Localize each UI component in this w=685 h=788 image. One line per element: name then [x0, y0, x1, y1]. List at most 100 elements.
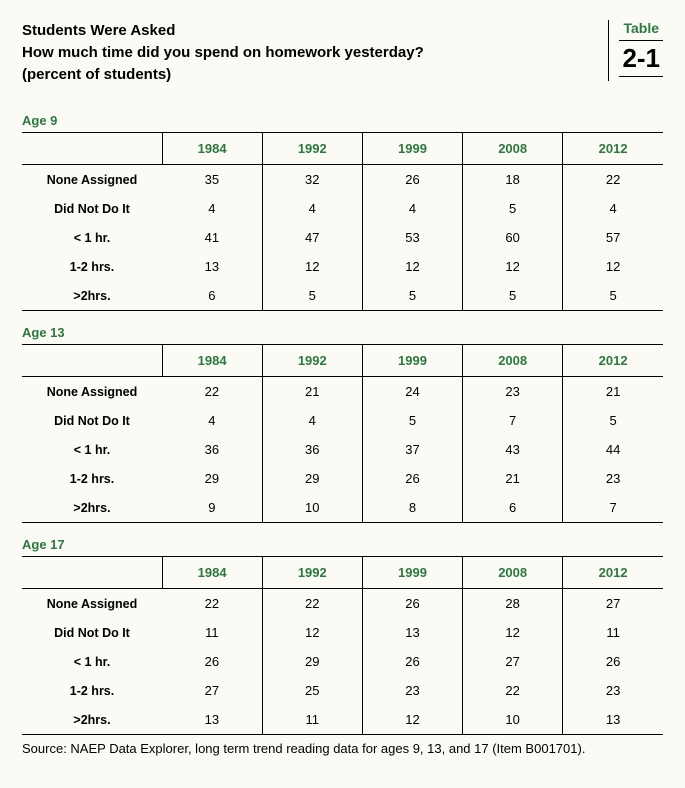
cell: 35 — [162, 165, 262, 195]
cell: 13 — [563, 705, 663, 735]
cell: 27 — [463, 647, 563, 676]
cell: 60 — [463, 223, 563, 252]
cell: 26 — [362, 165, 462, 195]
section-title: Age 17 — [22, 537, 663, 552]
cell: 4 — [262, 406, 362, 435]
cell: 21 — [563, 377, 663, 407]
cell: 7 — [463, 406, 563, 435]
cell: 41 — [162, 223, 262, 252]
table-row: >2hrs.65555 — [22, 281, 663, 311]
cell: 26 — [362, 464, 462, 493]
row-label: < 1 hr. — [22, 435, 162, 464]
column-header-blank — [22, 557, 162, 589]
cell: 18 — [463, 165, 563, 195]
cell: 11 — [563, 618, 663, 647]
row-label: >2hrs. — [22, 281, 162, 311]
row-label: < 1 hr. — [22, 223, 162, 252]
row-label: >2hrs. — [22, 705, 162, 735]
cell: 29 — [262, 647, 362, 676]
cell: 4 — [362, 194, 462, 223]
cell: 27 — [162, 676, 262, 705]
column-header: 1999 — [362, 557, 462, 589]
column-header: 1984 — [162, 345, 262, 377]
cell: 21 — [262, 377, 362, 407]
column-header: 2008 — [463, 557, 563, 589]
cell: 5 — [362, 281, 462, 311]
column-header: 1999 — [362, 345, 462, 377]
table-row: 1-2 hrs.1312121212 — [22, 252, 663, 281]
table-row: Did Not Do It44575 — [22, 406, 663, 435]
column-header-blank — [22, 345, 162, 377]
cell: 5 — [563, 281, 663, 311]
column-header: 2012 — [563, 133, 663, 165]
cell: 22 — [262, 589, 362, 619]
cell: 23 — [362, 676, 462, 705]
cell: 57 — [563, 223, 663, 252]
row-label: 1-2 hrs. — [22, 676, 162, 705]
column-header: 2012 — [563, 557, 663, 589]
data-table: 19841992199920082012None Assigned2222262… — [22, 556, 663, 735]
cell: 10 — [262, 493, 362, 523]
cell: 23 — [563, 676, 663, 705]
cell: 12 — [463, 252, 563, 281]
table-number: 2-1 — [619, 41, 663, 77]
table-row: >2hrs.910867 — [22, 493, 663, 523]
cell: 21 — [463, 464, 563, 493]
cell: 12 — [262, 618, 362, 647]
title-line-1: Students Were Asked — [22, 20, 608, 42]
source-note: Source: NAEP Data Explorer, long term tr… — [22, 741, 663, 756]
column-header: 2008 — [463, 345, 563, 377]
column-header: 1999 — [362, 133, 462, 165]
cell: 4 — [563, 194, 663, 223]
cell: 26 — [362, 589, 462, 619]
column-header: 1992 — [262, 557, 362, 589]
table-row: Did Not Do It44454 — [22, 194, 663, 223]
cell: 25 — [262, 676, 362, 705]
cell: 12 — [362, 252, 462, 281]
title-line-3: (percent of students) — [22, 64, 608, 86]
cell: 53 — [362, 223, 462, 252]
row-label: 1-2 hrs. — [22, 464, 162, 493]
cell: 5 — [463, 194, 563, 223]
cell: 23 — [563, 464, 663, 493]
cell: 5 — [362, 406, 462, 435]
column-header: 2008 — [463, 133, 563, 165]
cell: 29 — [262, 464, 362, 493]
cell: 47 — [262, 223, 362, 252]
cell: 29 — [162, 464, 262, 493]
cell: 5 — [262, 281, 362, 311]
column-header: 1992 — [262, 345, 362, 377]
cell: 44 — [563, 435, 663, 464]
section-title: Age 13 — [22, 325, 663, 340]
cell: 11 — [262, 705, 362, 735]
table-label: Table — [619, 20, 663, 41]
cell: 7 — [563, 493, 663, 523]
cell: 4 — [162, 406, 262, 435]
cell: 36 — [162, 435, 262, 464]
column-header: 1992 — [262, 133, 362, 165]
cell: 26 — [563, 647, 663, 676]
row-label: Did Not Do It — [22, 406, 162, 435]
row-label: None Assigned — [22, 377, 162, 407]
cell: 32 — [262, 165, 362, 195]
table-row: 1-2 hrs.2725232223 — [22, 676, 663, 705]
section-title: Age 9 — [22, 113, 663, 128]
table-row: None Assigned2221242321 — [22, 377, 663, 407]
cell: 36 — [262, 435, 362, 464]
cell: 10 — [463, 705, 563, 735]
data-table: 19841992199920082012None Assigned3532261… — [22, 132, 663, 311]
table-row: < 1 hr.4147536057 — [22, 223, 663, 252]
table-row: >2hrs.1311121013 — [22, 705, 663, 735]
cell: 22 — [162, 377, 262, 407]
cell: 12 — [362, 705, 462, 735]
row-label: None Assigned — [22, 165, 162, 195]
table-row: 1-2 hrs.2929262123 — [22, 464, 663, 493]
column-header: 1984 — [162, 133, 262, 165]
cell: 6 — [162, 281, 262, 311]
header: Students Were Asked How much time did yo… — [22, 20, 663, 85]
table-row: < 1 hr.2629262726 — [22, 647, 663, 676]
cell: 13 — [162, 252, 262, 281]
cell: 5 — [463, 281, 563, 311]
cell: 12 — [563, 252, 663, 281]
cell: 23 — [463, 377, 563, 407]
